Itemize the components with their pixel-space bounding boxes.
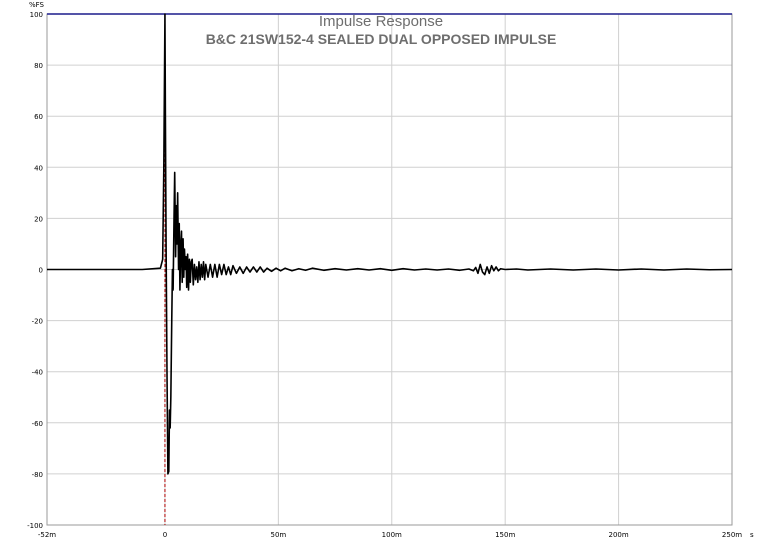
y-tick-label: 40 — [34, 164, 43, 172]
y-tick-label: -40 — [32, 369, 43, 377]
y-tick-label: 100 — [30, 11, 43, 19]
y-unit-label: %FS — [29, 1, 45, 9]
series-layer — [47, 13, 733, 475]
y-tick-label: 0 — [39, 267, 43, 275]
y-tick-label: -100 — [27, 522, 43, 530]
x-tick-label: 250m — [722, 531, 742, 539]
x-unit-label: s — [750, 531, 754, 539]
x-tick-label: 0 — [163, 531, 167, 539]
x-tick-label: 150m — [495, 531, 515, 539]
y-tick-labels: 100 80 60 40 20 0 -20 -40 -60 -80 -100 — [27, 11, 43, 530]
x-tick-label: 50m — [270, 531, 286, 539]
y-tick-label: -60 — [32, 420, 43, 428]
y-tick-label: -20 — [32, 318, 43, 326]
x-tick-label: 200m — [608, 531, 628, 539]
chart-subtitle: B&C 21SW152-4 SEALED DUAL OPPOSED IMPULS… — [206, 31, 557, 47]
y-tick-label: 20 — [34, 215, 43, 223]
y-tick-label: 80 — [34, 62, 43, 70]
y-tick-label: -80 — [32, 471, 43, 479]
x-tick-labels: -52m 0 50m 100m 150m 200m 250m — [38, 531, 742, 539]
y-tick-label: 60 — [34, 113, 43, 121]
x-tick-label: 100m — [382, 531, 402, 539]
impulse-series-line — [47, 13, 733, 475]
chart-title: Impulse Response — [319, 13, 443, 30]
x-tick-label: -52m — [38, 531, 56, 539]
